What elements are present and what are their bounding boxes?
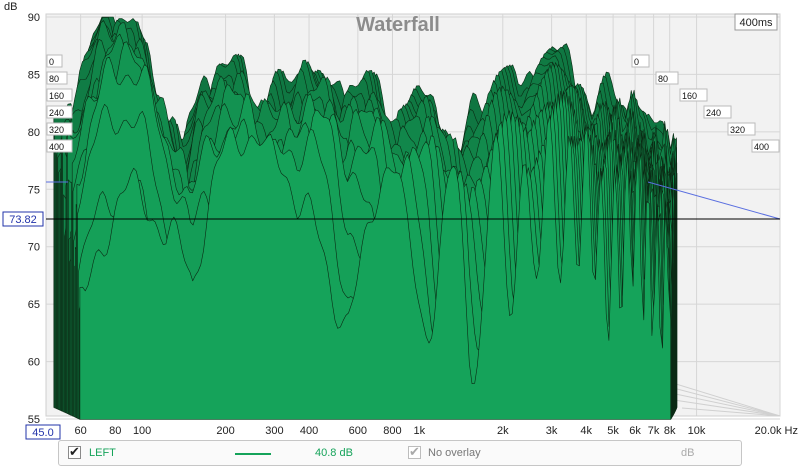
- channel-label: LEFT: [89, 447, 116, 459]
- slice-label-left: 240: [49, 108, 64, 118]
- waterfall-slices: [53, 16, 678, 420]
- slice-label-left: 160: [49, 91, 64, 101]
- slice-labels-left: 0 80 160 240 320 400: [46, 54, 73, 153]
- time-window-label: 400ms: [739, 17, 773, 29]
- x-tick-label: 1k: [414, 425, 426, 437]
- slice-label-box-right: [679, 88, 708, 102]
- slice-label-box-left: [46, 54, 63, 68]
- time-window-box: [734, 13, 778, 31]
- overlay-unit: dB: [681, 447, 695, 459]
- x-tick-label: 2k: [497, 425, 509, 437]
- slice-label-left: 80: [49, 74, 59, 84]
- x-tick-label: 400: [300, 425, 318, 437]
- y-tick-label: 75: [28, 184, 40, 196]
- x-tick-label: 300: [265, 425, 283, 437]
- waterfall-chart: Waterfall dB 400ms 55 60 65 70 75 80 85 90 60 80…: [2, 1, 798, 440]
- waterfall-slice: [79, 114, 671, 420]
- x-tick-label: 6k: [629, 425, 641, 437]
- slice-label-right: 0: [634, 57, 639, 67]
- x-tick-label: 200: [216, 425, 234, 437]
- slice-label-box-left: [46, 88, 73, 102]
- x-tick-label: 80: [109, 425, 121, 437]
- x-tick-label: 7k: [648, 425, 660, 437]
- slice-label-box-right: [655, 71, 679, 85]
- slice-label-right: 400: [754, 142, 769, 152]
- perspective-line: [681, 407, 781, 417]
- y-tick-label: 90: [28, 12, 40, 24]
- y-tick-label: 65: [28, 299, 40, 311]
- perspective-line: [673, 399, 781, 417]
- overlay-label: No overlay: [428, 447, 481, 459]
- slice-label-right: 80: [658, 74, 668, 84]
- y-tick-label: 55: [28, 414, 40, 426]
- overlay-checkbox[interactable]: ✔: [408, 444, 421, 459]
- chart-title: Waterfall: [356, 14, 440, 36]
- channel-line-swatch: [235, 453, 271, 455]
- slice-label-right: 320: [730, 125, 745, 135]
- x-tick-label: 20.0k Hz: [755, 425, 798, 437]
- slice-label-box-right: [727, 122, 756, 136]
- slice-label-right: 160: [682, 91, 697, 101]
- x-tick-label: 800: [383, 425, 401, 437]
- channel-checkbox[interactable]: ✔: [68, 444, 81, 459]
- y-tick-label: 85: [28, 69, 40, 81]
- slice-label-box-left: [46, 139, 73, 153]
- slice-label-left: 0: [49, 57, 54, 67]
- checkmark-icon: ✔: [69, 444, 80, 459]
- slice-label-box-right: [631, 54, 650, 68]
- cursor-db-label: 73.82: [9, 214, 37, 226]
- channel-level: 40.8 dB: [315, 447, 353, 459]
- slice-label-right: 240: [706, 108, 721, 118]
- slice-label-left: 400: [49, 142, 64, 152]
- slice-label-left: 320: [49, 125, 64, 135]
- y-ticks: 55 60 65 70 75 80 85 90: [28, 12, 40, 426]
- x-tick-label: 4k: [580, 425, 592, 437]
- legend-bar: ✔ LEFT 40.8 dB ✔ No overlay dB: [58, 440, 742, 466]
- reference-line-right: [647, 181, 781, 220]
- x-tick-label: 60: [75, 425, 87, 437]
- slice-labels-right: 0 80 160 240 320 400: [631, 54, 780, 153]
- x-tick-label: 8k: [664, 425, 676, 437]
- checkmark-icon: ✔: [409, 444, 420, 459]
- slice-label-box-right: [703, 105, 732, 119]
- perspective-line: [657, 383, 781, 417]
- y-axis-label: dB: [4, 1, 17, 13]
- x-start-label: 45.0: [32, 427, 53, 439]
- x-start-box: [25, 424, 61, 440]
- x-tick-label: 5k: [607, 425, 619, 437]
- cursor-db-box: [2, 211, 44, 227]
- y-tick-label: 60: [28, 357, 40, 369]
- x-ticks: 60 80 100 200 300 400 600 800 1k 2k 3k 4k 5k 6k 7k 8k 10…: [75, 425, 798, 437]
- slice-label-box-right: [751, 139, 780, 153]
- x-tick-label: 100: [133, 425, 151, 437]
- x-tick-label: 600: [349, 425, 367, 437]
- slice-label-box-left: [46, 71, 68, 85]
- perspective-line: [665, 391, 781, 417]
- x-tick-label: 3k: [546, 425, 558, 437]
- slice-label-box-left: [46, 105, 73, 119]
- x-tick-label: 10k: [688, 425, 706, 437]
- y-tick-label: 80: [28, 127, 40, 139]
- y-tick-label: 70: [28, 242, 40, 254]
- slice-label-box-left: [46, 122, 73, 136]
